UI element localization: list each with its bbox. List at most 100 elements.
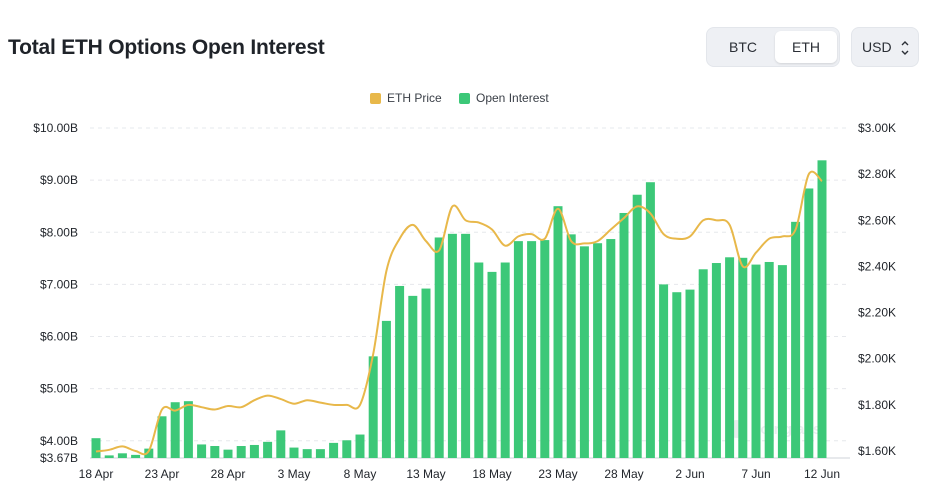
open-interest-bar (461, 233, 471, 458)
open-interest-bars (91, 160, 827, 459)
open-interest-bar (223, 449, 233, 458)
right-tick-label: $1.60K (858, 444, 896, 458)
eth-toggle-button[interactable]: ETH (775, 31, 837, 63)
btc-toggle-button[interactable]: BTC (729, 39, 757, 55)
open-interest-bar (553, 206, 563, 458)
x-tick-label: 28 May (604, 467, 643, 481)
left-tick-label: $10.00B (33, 121, 78, 135)
left-tick-label: $3.67B (40, 451, 78, 465)
page-title: Total ETH Options Open Interest (8, 36, 325, 59)
open-interest-bar (276, 430, 286, 458)
x-tick-label: 12 Jun (804, 467, 840, 481)
right-tick-label: $2.00K (858, 352, 896, 366)
open-interest-bar (329, 442, 339, 458)
open-interest-bar (593, 243, 603, 458)
open-interest-bar (619, 212, 629, 458)
open-interest-bar (817, 160, 827, 459)
open-interest-bar (659, 284, 669, 458)
open-interest-bar (804, 188, 814, 458)
open-interest-bar (527, 241, 537, 458)
right-tick-label: $3.00K (858, 121, 896, 135)
right-axis-ticks: $1.60K $1.80K $2.00K $2.20K $2.40K $2.60K $2.8… (858, 121, 896, 458)
open-interest-bar (566, 234, 576, 458)
open-interest-bar (197, 444, 207, 458)
x-tick-label: 23 Apr (145, 467, 180, 481)
legend-label: ETH Price (387, 91, 442, 105)
open-interest-bar (540, 240, 550, 458)
open-interest-bar (434, 237, 444, 458)
open-interest-bar (685, 289, 695, 458)
chevron-updown-icon (901, 41, 909, 55)
legend-swatch (459, 93, 470, 104)
left-tick-label: $5.00B (40, 382, 78, 396)
x-tick-label: 28 Apr (211, 467, 246, 481)
open-interest-bar (249, 444, 259, 458)
open-interest-bar (315, 449, 325, 458)
x-tick-label: 8 May (344, 467, 377, 481)
open-interest-bar (289, 447, 299, 458)
right-tick-label: $2.20K (858, 306, 896, 320)
open-interest-bar (500, 262, 510, 458)
x-tick-label: 18 May (472, 467, 511, 481)
coinglass-logo-icon (728, 420, 746, 438)
open-interest-bar (672, 292, 682, 458)
open-interest-bar (117, 453, 127, 458)
left-tick-label: $6.00B (40, 330, 78, 344)
open-interest-bar (381, 320, 391, 458)
open-interest-bar (645, 182, 655, 458)
open-interest-bar (170, 402, 180, 458)
right-tick-label: $2.60K (858, 213, 896, 227)
x-axis-ticks: 18 Apr 23 Apr 28 Apr 3 May 8 May 13 May 18 May… (79, 467, 840, 481)
right-tick-label: $2.80K (858, 167, 896, 181)
currency-select[interactable]: USD (851, 27, 919, 67)
grid-lines (90, 127, 850, 459)
open-interest-bar (764, 261, 774, 458)
open-interest-bar (263, 441, 273, 458)
open-interest-bar (421, 288, 431, 458)
currency-label: USD (862, 39, 892, 55)
left-tick-label: $9.00B (40, 173, 78, 187)
left-tick-label: $7.00B (40, 277, 78, 291)
open-interest-bar (474, 262, 484, 458)
open-interest-bar (487, 271, 497, 458)
asset-toggle: BTC ETH (706, 27, 840, 67)
open-interest-bar (513, 241, 523, 458)
open-interest-bar (606, 239, 616, 458)
open-interest-bar (447, 233, 457, 458)
open-interest-bar (777, 265, 787, 458)
open-interest-bar (738, 257, 748, 458)
watermark-text: coinglass (752, 421, 821, 438)
open-interest-bar (408, 295, 418, 458)
open-interest-bar (131, 454, 141, 458)
left-axis-ticks: $3.67B $4.00B $5.00B $6.00B $7.00B $8.00B $9.0… (33, 121, 78, 465)
open-interest-bar (725, 257, 735, 458)
legend-label: Open Interest (476, 91, 549, 105)
x-tick-label: 2 Jun (675, 467, 704, 481)
open-interest-bar (104, 455, 114, 458)
open-interest-bar (368, 356, 378, 458)
open-interest-bar (579, 246, 589, 458)
legend-swatch (370, 93, 381, 104)
left-tick-label: $8.00B (40, 225, 78, 239)
open-interest-bar (302, 449, 312, 458)
open-interest-bar (355, 434, 365, 458)
open-interest-bar (183, 401, 193, 458)
x-tick-label: 18 Apr (79, 467, 114, 481)
open-interest-bar (698, 269, 708, 458)
open-interest-bar (395, 285, 405, 458)
open-interest-bar (751, 264, 761, 458)
x-tick-label: 3 May (278, 467, 311, 481)
open-interest-bar (144, 448, 154, 458)
coinglass-watermark: coinglass (728, 420, 821, 438)
open-interest-bar (711, 263, 721, 458)
open-interest-bar (157, 416, 167, 458)
x-tick-label: 23 May (538, 467, 577, 481)
open-interest-bar (342, 440, 352, 458)
x-tick-label: 13 May (406, 467, 445, 481)
right-tick-label: $2.40K (858, 259, 896, 273)
right-tick-label: $1.80K (858, 398, 896, 412)
open-interest-bar (632, 194, 642, 458)
chart-legend: ETH Price Open Interest (370, 91, 549, 105)
open-interest-bar (210, 446, 220, 458)
